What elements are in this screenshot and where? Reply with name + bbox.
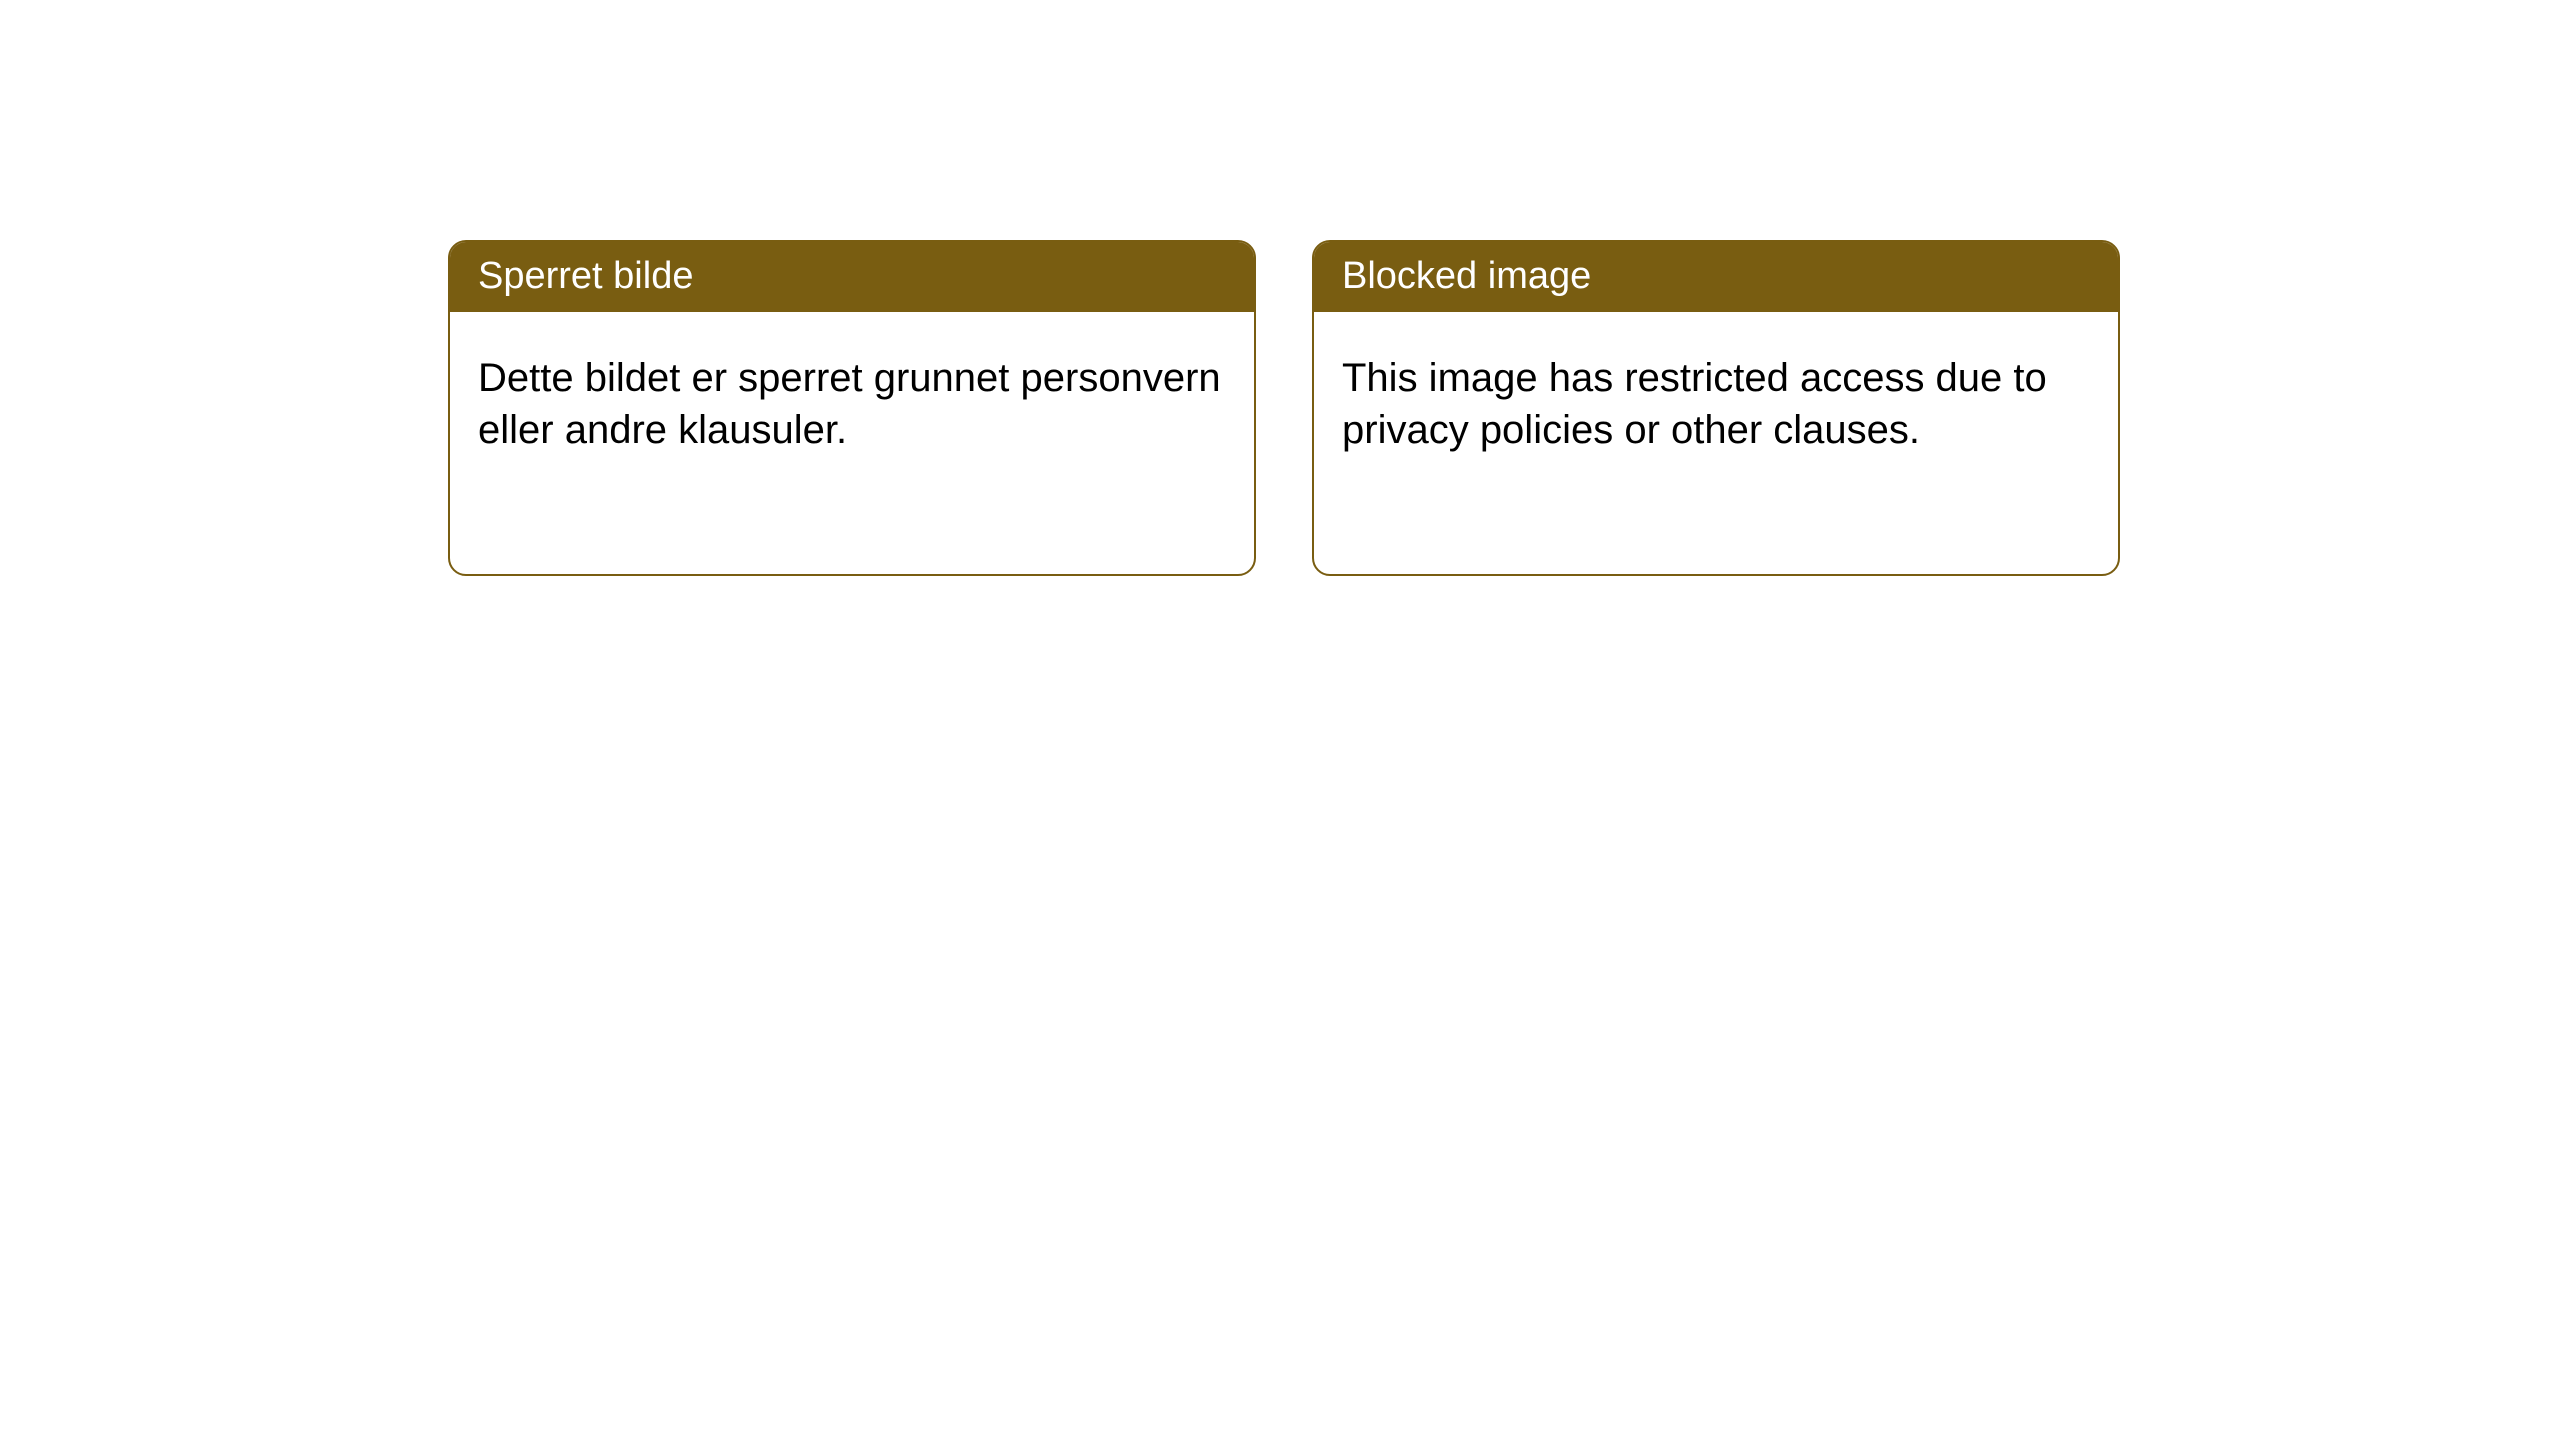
notice-panel-english: Blocked image This image has restricted … [1312,240,2120,576]
notice-container: Sperret bilde Dette bildet er sperret gr… [448,240,2120,576]
panel-body-norwegian: Dette bildet er sperret grunnet personve… [450,312,1254,484]
panel-body-english: This image has restricted access due to … [1314,312,2118,484]
notice-panel-norwegian: Sperret bilde Dette bildet er sperret gr… [448,240,1256,576]
panel-header-english: Blocked image [1314,242,2118,312]
panel-header-norwegian: Sperret bilde [450,242,1254,312]
